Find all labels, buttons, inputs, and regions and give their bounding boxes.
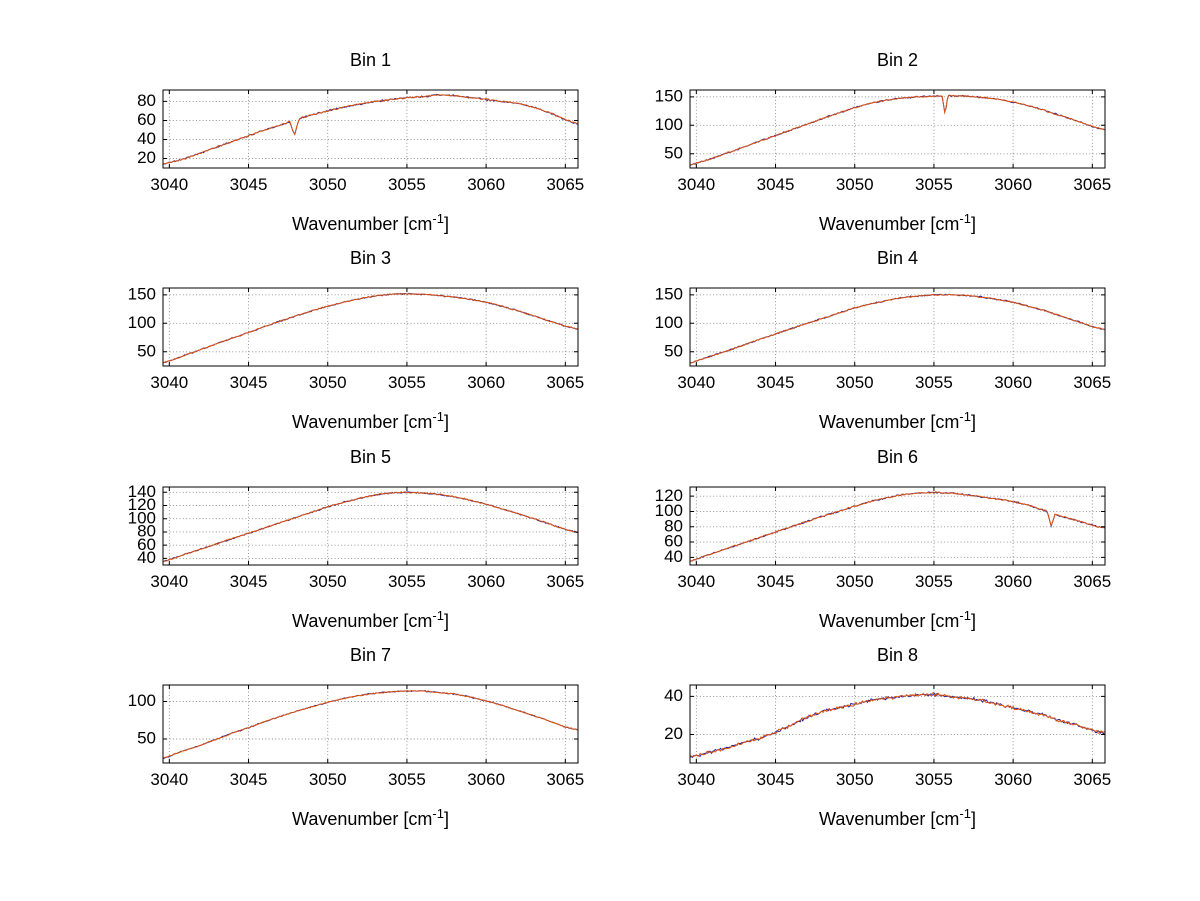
plot-area — [620, 675, 1120, 795]
x-axis-label-text: Wavenumber [cm — [819, 611, 960, 631]
x-axis-label: Wavenumber [cm-1] — [163, 405, 578, 434]
chart-title: Bin 3 — [349, 248, 392, 268]
plot-area — [620, 80, 1120, 200]
x-axis-label: Wavenumber [cm-1] — [690, 604, 1105, 633]
subplot-bin-3: Bin 3 ADU Wavenumber [cm-1] — [93, 243, 593, 435]
x-axis-label-text: Wavenumber [cm — [292, 412, 433, 432]
x-axis-label-exponent: -1 — [432, 211, 444, 226]
x-axis-label-end: ] — [443, 611, 449, 631]
plot-area — [93, 80, 593, 200]
chart-title: Bin 2 — [876, 50, 919, 70]
subplot-bin-1: Bin 1 ADU Wavenumber [cm-1] — [93, 45, 593, 237]
subplot-bin-2: Bin 2 ADU Wavenumber [cm-1] — [620, 45, 1120, 237]
x-axis-label-text: Wavenumber [cm — [819, 412, 960, 432]
x-axis-label: Wavenumber [cm-1] — [163, 207, 578, 236]
x-axis-label-exponent: -1 — [432, 806, 444, 821]
chart-title: Bin 1 — [349, 50, 392, 70]
chart-title: Bin 7 — [349, 645, 392, 665]
subplot-bin-5: Bin 5 ADU Wavenumber [cm-1] — [93, 442, 593, 634]
plot-area — [93, 278, 593, 398]
x-axis-label-exponent: -1 — [959, 806, 971, 821]
plot-area — [93, 477, 593, 597]
x-axis-label: Wavenumber [cm-1] — [690, 207, 1105, 236]
x-axis-label-end: ] — [443, 214, 449, 234]
x-axis-label: Wavenumber [cm-1] — [690, 802, 1105, 831]
x-axis-label-text: Wavenumber [cm — [292, 214, 433, 234]
x-axis-label-text: Wavenumber [cm — [292, 809, 433, 829]
x-axis-label-end: ] — [970, 214, 976, 234]
x-axis-label: Wavenumber [cm-1] — [690, 405, 1105, 434]
x-axis-label: Wavenumber [cm-1] — [163, 802, 578, 831]
chart-title: Bin 4 — [876, 248, 919, 268]
subplot-bin-6: Bin 6 ADU Wavenumber [cm-1] — [620, 442, 1120, 634]
x-axis-label-text: Wavenumber [cm — [819, 809, 960, 829]
x-axis-label-text: Wavenumber [cm — [292, 611, 433, 631]
plot-area — [620, 477, 1120, 597]
subplot-bin-7: Bin 7 ADU Wavenumber [cm-1] — [93, 640, 593, 832]
subplot-bin-4: Bin 4 ADU Wavenumber [cm-1] — [620, 243, 1120, 435]
x-axis-label: Wavenumber [cm-1] — [163, 604, 578, 633]
plot-area — [620, 278, 1120, 398]
chart-title: Bin 8 — [876, 645, 919, 665]
x-axis-label-end: ] — [970, 412, 976, 432]
x-axis-label-end: ] — [443, 412, 449, 432]
x-axis-label-exponent: -1 — [959, 409, 971, 424]
x-axis-label-end: ] — [970, 809, 976, 829]
subplot-bin-8: Bin 8 ADU Wavenumber [cm-1] — [620, 640, 1120, 832]
chart-title: Bin 5 — [349, 447, 392, 467]
plot-area — [93, 675, 593, 795]
x-axis-label-exponent: -1 — [959, 608, 971, 623]
x-axis-label-text: Wavenumber [cm — [819, 214, 960, 234]
x-axis-label-exponent: -1 — [432, 409, 444, 424]
x-axis-label-exponent: -1 — [959, 211, 971, 226]
x-axis-label-exponent: -1 — [432, 608, 444, 623]
x-axis-label-end: ] — [443, 809, 449, 829]
x-axis-label-end: ] — [970, 611, 976, 631]
chart-title: Bin 6 — [876, 447, 919, 467]
